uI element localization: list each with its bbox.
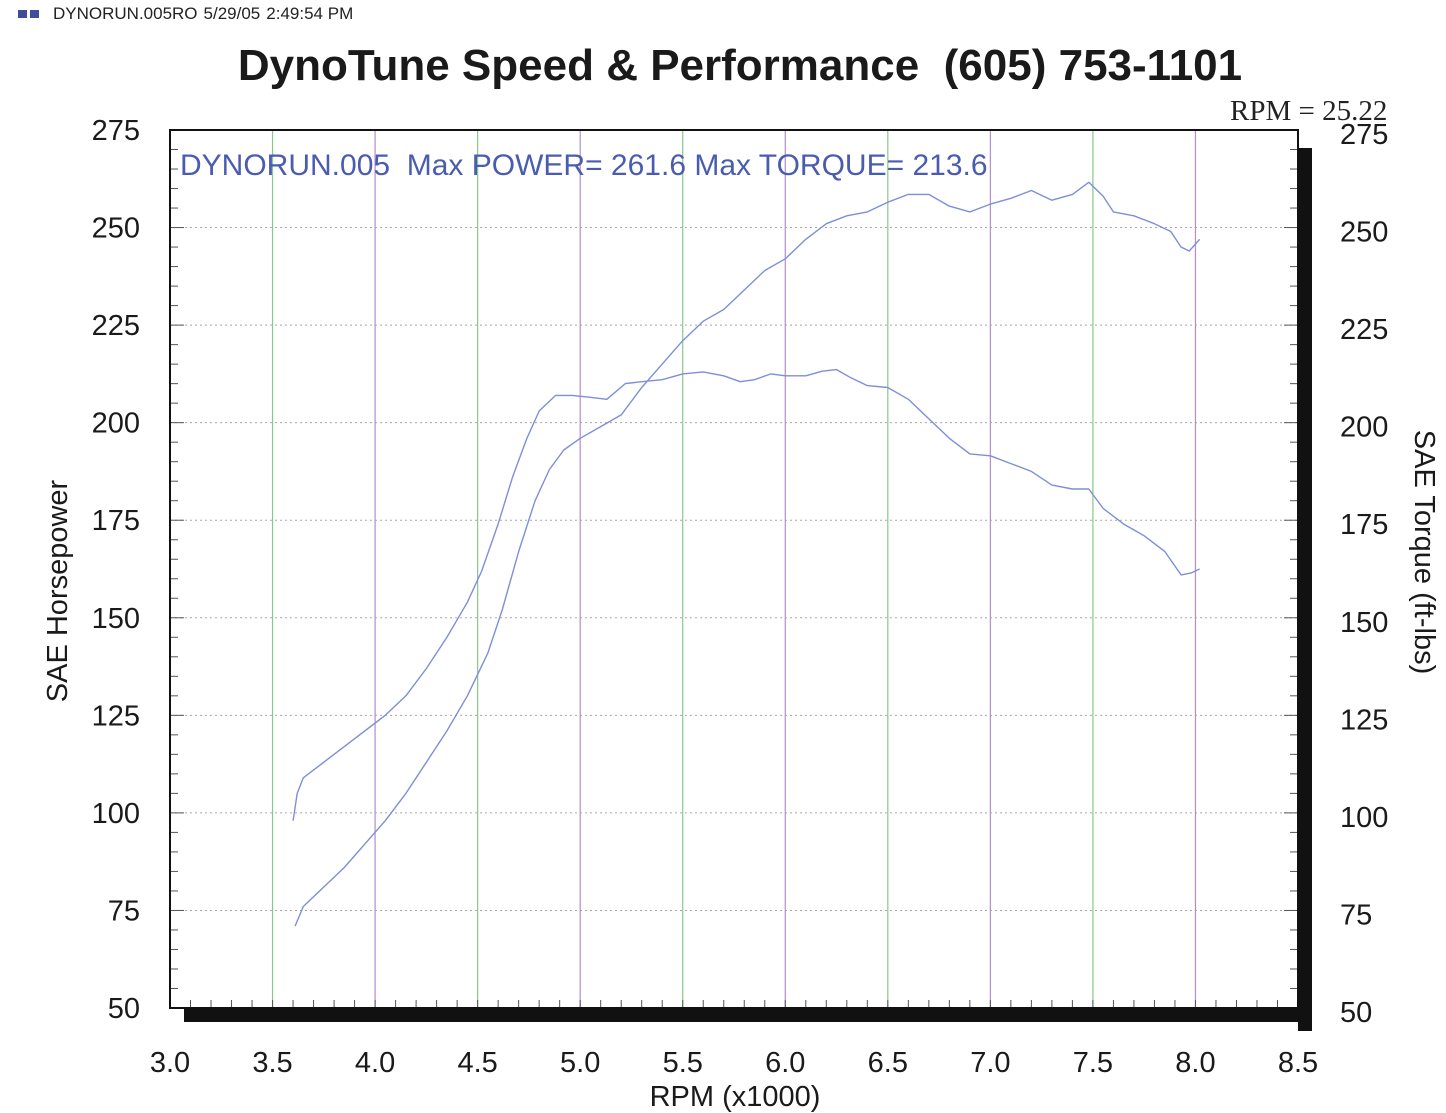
y-tick-label-right: 100 [1340, 802, 1388, 834]
x-tick-label: 4.5 [457, 1047, 497, 1079]
y-tick-label-right: 50 [1340, 997, 1372, 1029]
y-tick-labels-left: 275 250 225 200 175 150 125 100 75 50 [92, 115, 140, 1025]
x-tick-label: 7.0 [970, 1047, 1010, 1079]
y-tick-label-left: 250 [92, 213, 140, 245]
y-tick-label-left: 100 [92, 798, 140, 830]
frame-shadow-bottom [184, 1008, 1312, 1022]
series-layer [292, 181, 1201, 927]
plot-frame [169, 129, 1299, 1009]
x-tick-label: 5.0 [560, 1047, 600, 1079]
y-tick-label-right: 250 [1340, 217, 1388, 249]
y-tick-label-left: 225 [92, 310, 140, 342]
labels: DynoTune Speed & Performance (605) 753-1… [42, 41, 1440, 1113]
x-tick-label: 8.0 [1175, 1047, 1215, 1079]
x-tick-labels: 3.0 3.5 4.0 4.5 5.0 5.5 6.0 6.5 7.0 7.5 8.0 8.5 [150, 1047, 1318, 1079]
y-tick-labels-right: 275 250 225 200 175 150 125 100 75 50 [1340, 119, 1388, 1029]
y-tick-label-right: 75 [1340, 899, 1372, 931]
y-tick-label-left: 125 [92, 700, 140, 732]
y-axis-label-left: SAE Horsepower [42, 479, 74, 702]
minor-tick-marks [169, 129, 1299, 1009]
y-tick-label-left: 175 [92, 505, 140, 537]
series-torque-line [292, 368, 1200, 821]
x-tick-label: 7.5 [1073, 1047, 1113, 1079]
grid [170, 129, 1298, 1009]
x-tick-label: 6.0 [765, 1047, 805, 1079]
y-tick-label-right: 125 [1340, 704, 1388, 736]
x-tick-label: 3.0 [150, 1047, 190, 1079]
window-header: DYNORUN.005RO 5/29/05 2:49:54 PM [18, 3, 353, 25]
header-filename: DYNORUN.005RO [53, 4, 198, 23]
x-tick-label: 3.5 [252, 1047, 292, 1079]
y-tick-label-right: 175 [1340, 509, 1388, 541]
x-tick-label: 5.5 [663, 1047, 703, 1079]
rpm-readout: RPM = 25.22 [1230, 95, 1387, 127]
series-power-line [294, 181, 1201, 927]
y-tick-label-right: 275 [1340, 119, 1388, 151]
y-tick-label-right: 225 [1340, 314, 1388, 346]
y-tick-label-left: 150 [92, 603, 140, 635]
x-tick-label: 8.5 [1278, 1047, 1318, 1079]
window-icon[interactable] [18, 10, 39, 18]
frame-shadow-right [1298, 148, 1312, 1031]
y-axis-label-right: SAE Torque (ft-lbs) [1408, 430, 1440, 674]
header-date: 5/29/05 [203, 4, 261, 23]
chart-title: DynoTune Speed & Performance (605) 753-1… [238, 41, 1242, 90]
max-values-annotation: DYNORUN.005 Max POWER= 261.6 Max TORQUE=… [180, 149, 988, 182]
y-tick-label-left: 50 [108, 993, 140, 1025]
y-tick-label-left: 275 [92, 115, 140, 147]
y-tick-label-left: 75 [108, 895, 140, 927]
x-tick-label: 6.5 [868, 1047, 908, 1079]
x-axis-label: RPM (x1000) [650, 1081, 821, 1113]
header-time: 2:49:54 PM [266, 4, 354, 23]
y-tick-label-left: 200 [92, 408, 140, 440]
x-tick-label: 4.0 [355, 1047, 395, 1079]
y-tick-label-right: 150 [1340, 607, 1388, 639]
y-tick-label-right: 200 [1340, 412, 1388, 444]
